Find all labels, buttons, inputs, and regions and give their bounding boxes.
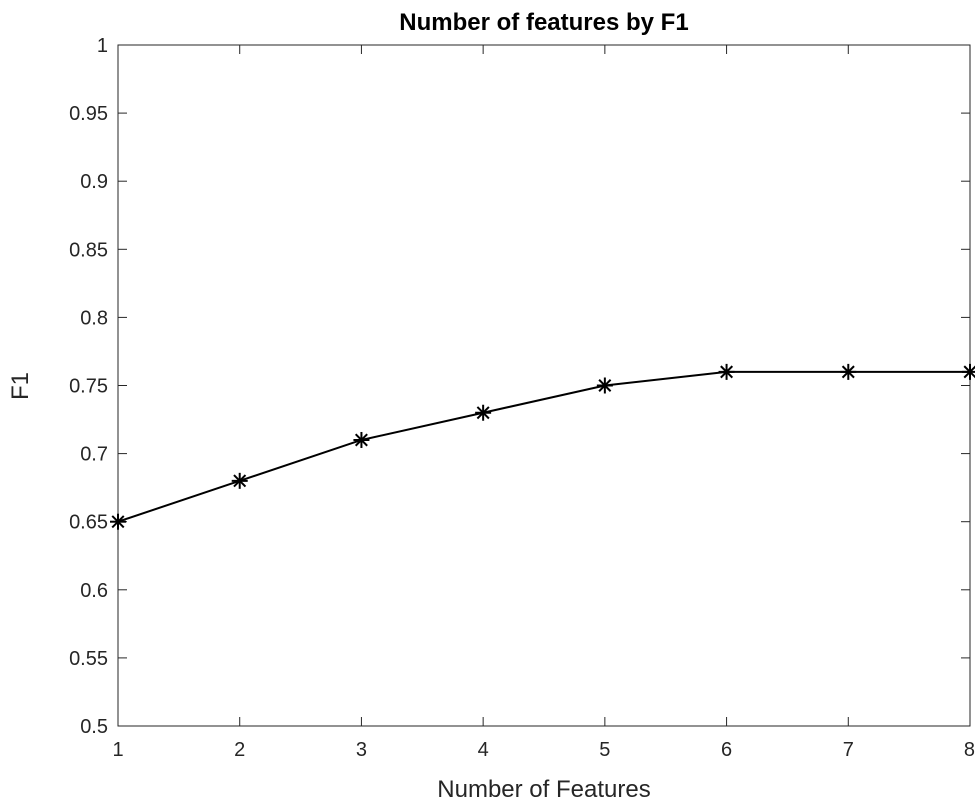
marker-stroke [598,379,612,392]
data-point-marker [353,431,370,448]
x-tick-label: 1 [112,739,123,761]
y-tick-label: 0.95 [69,103,108,125]
x-tick-label: 6 [721,739,732,761]
y-axis-ticks: 0.5 0.55 0.6 0.65 0.7 0.75 0.8 0.85 0.9 0.95 1 [69,35,970,738]
y-axis-label: F1 [7,372,34,400]
data-point-marker [475,404,492,421]
data-point-marker [840,363,857,380]
y-tick-label: 0.8 [80,307,108,329]
data-point-marker [110,513,126,530]
x-tick-label: 5 [599,739,610,761]
y-tick-label: 0.55 [69,648,108,670]
x-tick-label: 7 [843,739,854,761]
y-tick-label: 0.6 [80,580,108,602]
y-tick-label: 0.9 [80,171,108,193]
y-tick-label: 0.85 [69,239,108,261]
x-tick-label: 3 [356,739,367,761]
series-markers [110,363,975,530]
x-axis-ticks: 1 2 3 4 5 6 7 8 [112,45,975,761]
data-point-marker [962,363,975,380]
x-tick-label: 2 [234,739,245,761]
data-point-marker [231,472,248,489]
y-tick-label: 0.7 [80,444,108,466]
marker-stroke [476,406,490,420]
chart-title: Number of features by F1 [399,9,688,36]
series-line [117,370,970,523]
marker-stroke [354,433,368,447]
marker-stroke [963,365,975,379]
marker-stroke [720,365,734,379]
y-tick-label: 0.75 [69,376,108,398]
y-tick-label: 0.65 [69,512,108,534]
data-point-marker [718,363,735,380]
y-tick-label: 1 [97,35,108,57]
data-point-marker [596,377,613,394]
marker-stroke [111,515,125,529]
plot-area [117,44,971,727]
x-axis-label: Number of Features [437,776,650,803]
x-tick-label: 8 [964,739,975,761]
y-tick-label: 0.5 [80,716,108,738]
marker-stroke [841,365,855,379]
x-tick-label: 4 [478,739,489,761]
marker-stroke [233,474,247,488]
